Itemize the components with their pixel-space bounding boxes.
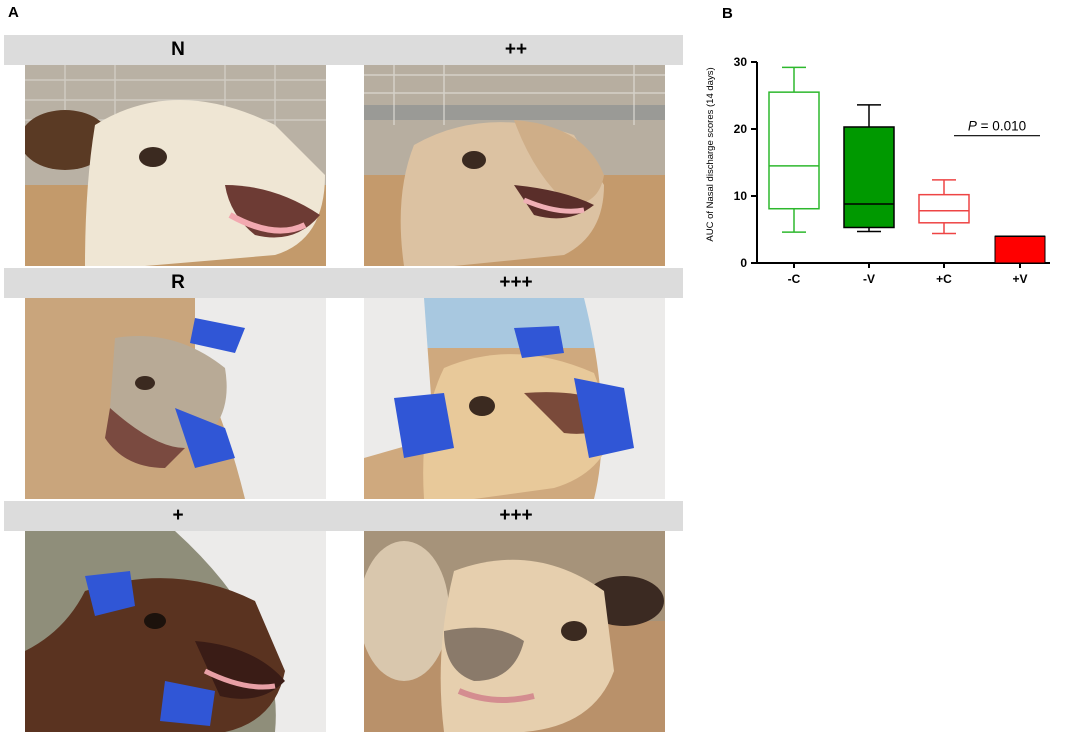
panel-b-letter: B xyxy=(722,5,733,22)
photo-row-1-header: N ++ xyxy=(4,35,683,65)
camel-photo-ppp-1 xyxy=(364,298,665,499)
x-category-label: -C xyxy=(788,272,801,286)
y-tick-label: 30 xyxy=(734,55,748,69)
box-plot-chart: 0 10 20 30 AUC of Nasal discharge scores (14… xyxy=(705,55,1050,286)
box-2: -V xyxy=(843,104,895,286)
p-value-annotation: P = 0.010 xyxy=(968,119,1026,134)
box-3: +C xyxy=(918,179,970,286)
camel-photo-n xyxy=(25,65,326,266)
x-category-label: +C xyxy=(936,272,952,286)
photo-row-3-header: + +++ xyxy=(4,501,683,531)
box-iqr xyxy=(768,91,820,210)
camel-photo-r xyxy=(25,298,326,499)
camel-photo-p xyxy=(25,531,326,732)
y-tick-label: 20 xyxy=(734,122,748,136)
y-tick-label: 10 xyxy=(734,189,748,203)
box-iqr xyxy=(918,193,970,224)
photo-label-r: R xyxy=(171,272,185,293)
camel-photo-pp xyxy=(364,65,665,266)
y-tick-label: 0 xyxy=(740,256,747,270)
box-bar xyxy=(994,235,1046,264)
panel-a-letter: A xyxy=(8,4,19,21)
photo-label-ppp-2: +++ xyxy=(499,505,533,526)
box-4: +V xyxy=(994,235,1046,286)
photo-row-2-header: R +++ xyxy=(4,268,683,298)
box-iqr xyxy=(843,126,895,229)
x-category-label: +V xyxy=(1012,272,1027,286)
p-value: = 0.010 xyxy=(977,119,1026,134)
x-category-label: -V xyxy=(863,272,875,286)
photo-label-n: N xyxy=(171,39,185,60)
photo-label-ppp-1: +++ xyxy=(499,272,533,293)
p-symbol: P xyxy=(968,119,977,134)
box-1: -C xyxy=(768,66,820,286)
photo-label-p: + xyxy=(172,505,184,526)
y-axis-title: AUC of Nasal discharge scores (14 days) xyxy=(705,67,716,241)
photo-label-pp: ++ xyxy=(504,39,528,60)
camel-photo-ppp-2 xyxy=(364,531,665,732)
